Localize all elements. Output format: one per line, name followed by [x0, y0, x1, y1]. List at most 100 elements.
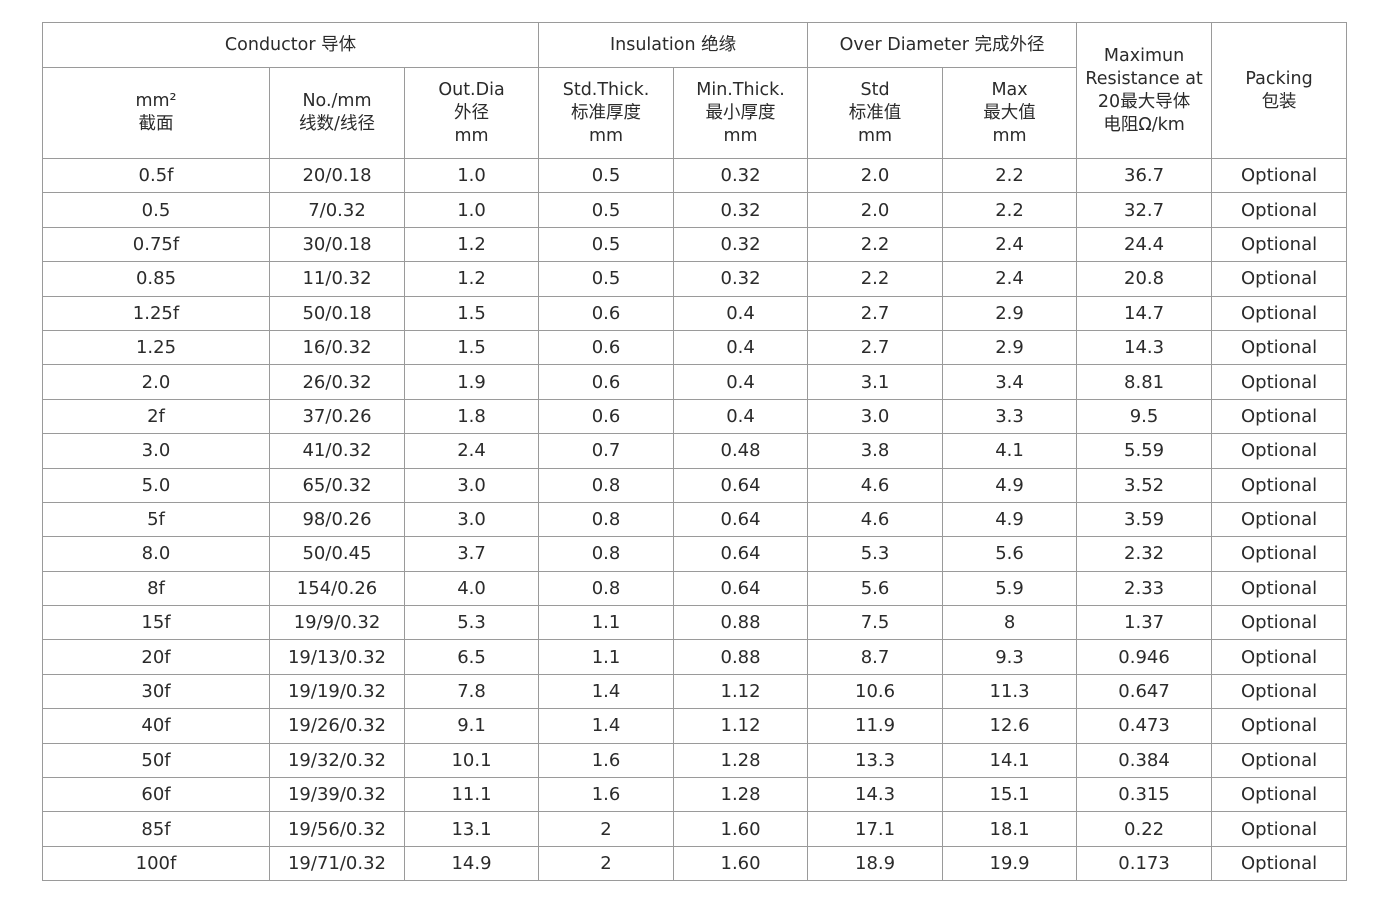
table-cell: 1.37 — [1076, 605, 1213, 641]
table-cell: 1.1 — [538, 605, 675, 641]
table-cell: Optional — [1211, 226, 1348, 263]
table-cell: 11.1 — [403, 777, 540, 813]
table-cell: 19/71/0.32 — [269, 845, 405, 882]
table-cell: 50f — [42, 742, 270, 779]
table-cell: 4.6 — [807, 501, 944, 538]
table-cell: 2.0 — [807, 157, 944, 194]
table-cell: 15f — [42, 605, 270, 641]
table-cell: 9.1 — [403, 708, 540, 744]
table-cell: 19/39/0.32 — [269, 777, 405, 813]
table-cell: 0.4 — [673, 364, 809, 400]
table-cell: 0.473 — [1076, 708, 1213, 744]
table-row: 100f 19/71/0.32 14.9 2 1.60 18.9 19.9 0.173 Opti… — [42, 845, 1348, 882]
table-cell: 8.7 — [807, 639, 944, 675]
table-cell: 3.3 — [942, 398, 1078, 435]
table-cell: 18.1 — [942, 811, 1078, 847]
table-cell: 2 — [538, 845, 675, 882]
table-cell: 20/0.18 — [269, 157, 405, 194]
table-cell: 50/0.45 — [269, 536, 405, 572]
table-cell: 4.9 — [942, 467, 1078, 503]
table-cell: 1.0 — [403, 192, 540, 228]
table-cell: 26/0.32 — [269, 364, 405, 400]
table-cell: 0.48 — [673, 433, 809, 469]
table-cell: 14.7 — [1076, 295, 1213, 331]
table-cell: 8 — [942, 605, 1078, 641]
table-cell: 154/0.26 — [269, 570, 405, 607]
table-cell: 9.5 — [1076, 398, 1213, 435]
header-over-diameter: Over Diameter 完成外径 — [807, 22, 1078, 68]
header-cross-section: mm² 截面 — [42, 67, 270, 159]
table-cell: 7/0.32 — [269, 192, 405, 228]
table-cell: 24.4 — [1076, 226, 1213, 263]
table-cell: 85f — [42, 811, 270, 847]
header-conductor: Conductor 导体 — [41, 22, 540, 68]
table-cell: 0.88 — [673, 605, 809, 641]
header-insulation: Insulation 绝缘 — [538, 22, 809, 68]
table-cell: 11.3 — [942, 673, 1078, 710]
table-cell: 0.32 — [673, 261, 809, 297]
table-cell: 1.0 — [403, 157, 540, 194]
table-cell: 5.6 — [807, 570, 944, 607]
table-cell: 3.59 — [1076, 501, 1213, 538]
table-cell: 13.1 — [403, 811, 540, 847]
table-cell: Optional — [1211, 467, 1348, 503]
header-strands: No./mm 线数/线径 — [269, 67, 405, 159]
table-cell: 0.85 — [42, 261, 270, 297]
header-packing: Packing 包装 — [1211, 22, 1348, 159]
table-cell: 0.6 — [538, 329, 675, 366]
table-cell: 0.5 — [538, 157, 675, 194]
table-cell: 0.64 — [673, 570, 809, 607]
table-cell: 18.9 — [807, 845, 944, 882]
table-cell: 0.6 — [538, 398, 675, 435]
table-cell: Optional — [1211, 329, 1348, 366]
table-cell: 8f — [42, 570, 270, 607]
table-row: 8.0 50/0.45 3.7 0.8 0.64 5.3 5.6 2.32 Optional — [42, 536, 1348, 572]
table-cell: Optional — [1211, 639, 1348, 675]
table-cell: 0.8 — [538, 467, 675, 503]
table-cell: 8.81 — [1076, 364, 1213, 400]
table-cell: Optional — [1211, 845, 1348, 882]
table-cell: 4.0 — [403, 570, 540, 607]
table-cell: 0.32 — [673, 226, 809, 263]
table-cell: 9.3 — [942, 639, 1078, 675]
table-cell: 0.8 — [538, 570, 675, 607]
table-cell: 19/13/0.32 — [269, 639, 405, 675]
table-cell: 1.4 — [538, 673, 675, 710]
table-cell: 50/0.18 — [269, 295, 405, 331]
table-cell: Optional — [1211, 742, 1348, 779]
table-cell: Optional — [1211, 536, 1348, 572]
table-cell: 1.5 — [403, 329, 540, 366]
table-cell: 2.2 — [942, 157, 1078, 194]
table-cell: 1.4 — [538, 708, 675, 744]
table-cell: 65/0.32 — [269, 467, 405, 503]
table-cell: 2.32 — [1076, 536, 1213, 572]
table-cell: 1.2 — [403, 226, 540, 263]
table-cell: 12.6 — [942, 708, 1078, 744]
table-cell: 2.2 — [942, 192, 1078, 228]
header-std-od: Std 标准值 mm — [807, 67, 944, 159]
table-cell: 14.9 — [403, 845, 540, 882]
table-cell: Optional — [1211, 708, 1348, 744]
table-cell: 60f — [42, 777, 270, 813]
table-cell: 0.32 — [673, 192, 809, 228]
table-cell: 0.5f — [42, 157, 270, 194]
table-cell: 100f — [42, 845, 270, 882]
table-cell: 5.0 — [42, 467, 270, 503]
table-cell: 3.8 — [807, 433, 944, 469]
header-std-thick: Std.Thick. 标准厚度 mm — [538, 67, 675, 159]
header-max-od: Max 最大值 mm — [942, 67, 1078, 159]
table-cell: 0.946 — [1076, 639, 1213, 675]
table-cell: 11/0.32 — [269, 261, 405, 297]
table-cell: 1.1 — [538, 639, 675, 675]
table-cell: 2.7 — [807, 295, 944, 331]
table-row: 0.5f 20/0.18 1.0 0.5 0.32 2.0 2.2 36.7 Optional — [42, 157, 1348, 194]
table-cell: 1.6 — [538, 742, 675, 779]
table-row: 85f 19/56/0.32 13.1 2 1.60 17.1 18.1 0.22 Option… — [42, 811, 1348, 847]
table-cell: Optional — [1211, 501, 1348, 538]
table-cell: 0.315 — [1076, 777, 1213, 813]
table-row: 5f 98/0.26 3.0 0.8 0.64 4.6 4.9 3.59 Optional — [42, 501, 1348, 538]
table-cell: 0.64 — [673, 501, 809, 538]
table-cell: 5.3 — [403, 605, 540, 641]
table-cell: 5.3 — [807, 536, 944, 572]
table-cell: 11.9 — [807, 708, 944, 744]
